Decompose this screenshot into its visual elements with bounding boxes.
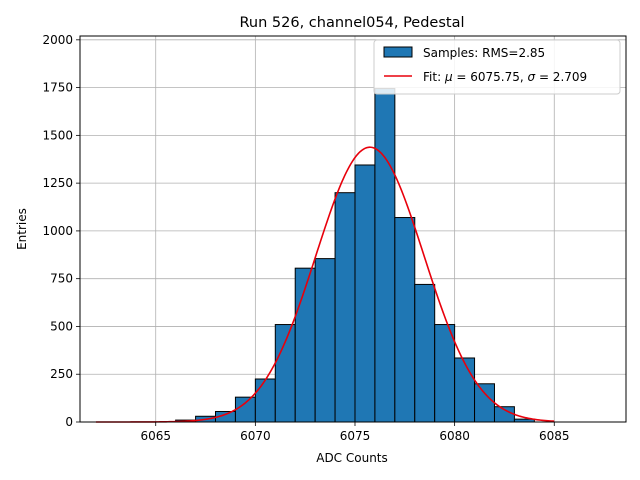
histogram-bar bbox=[234, 396, 256, 423]
histogram-bar bbox=[414, 283, 436, 423]
y-tick-label: 750 bbox=[50, 272, 73, 286]
y-tick-label: 1000 bbox=[42, 224, 73, 238]
y-tick-label: 250 bbox=[50, 367, 73, 381]
histogram-bar bbox=[474, 383, 495, 423]
y-tick-label: 500 bbox=[50, 319, 73, 333]
histogram-bar bbox=[334, 192, 356, 423]
x-tick-label: 6065 bbox=[140, 429, 171, 443]
x-tick-label: 6075 bbox=[340, 429, 371, 443]
x-tick-label: 6085 bbox=[539, 429, 570, 443]
histogram-bar bbox=[394, 217, 416, 423]
histogram-bar bbox=[314, 258, 336, 423]
legend: Samples: RMS=2.85 Fit: μ = 6075.75, σ = … bbox=[373, 39, 621, 95]
x-axis-ticks: 6065 6070 6075 6080 6085 bbox=[140, 422, 570, 443]
legend-box bbox=[373, 39, 621, 95]
y-tick-label: 2000 bbox=[42, 33, 73, 47]
legend-label-samples: Samples: RMS=2.85 bbox=[423, 46, 545, 60]
histogram-bar bbox=[354, 164, 376, 423]
histogram-bar bbox=[374, 88, 396, 423]
histogram-bars bbox=[175, 88, 535, 423]
legend-label-fit: Fit: μ = 6075.75, σ = 2.709 bbox=[423, 70, 587, 84]
y-tick-label: 1500 bbox=[42, 128, 73, 142]
y-tick-label: 1250 bbox=[42, 176, 73, 190]
y-axis-ticks: 0 250 500 750 1000 1250 1500 1750 2000 bbox=[42, 33, 80, 429]
chart-title: Run 526, channel054, Pedestal bbox=[239, 15, 464, 31]
plot-frame bbox=[79, 35, 627, 423]
y-tick-label: 0 bbox=[65, 415, 73, 429]
histogram-bar bbox=[294, 267, 316, 423]
histogram-bar bbox=[254, 378, 276, 423]
histogram-bar bbox=[274, 324, 296, 423]
x-tick-label: 6070 bbox=[240, 429, 271, 443]
x-tick-label: 6080 bbox=[439, 429, 470, 443]
histogram-bar bbox=[454, 357, 476, 423]
x-axis-label: ADC Counts bbox=[316, 451, 388, 465]
histogram-bar bbox=[434, 324, 456, 423]
legend-swatch-samples bbox=[383, 46, 413, 58]
y-tick-label: 1750 bbox=[42, 81, 73, 95]
y-axis-label: Entries bbox=[15, 208, 29, 250]
